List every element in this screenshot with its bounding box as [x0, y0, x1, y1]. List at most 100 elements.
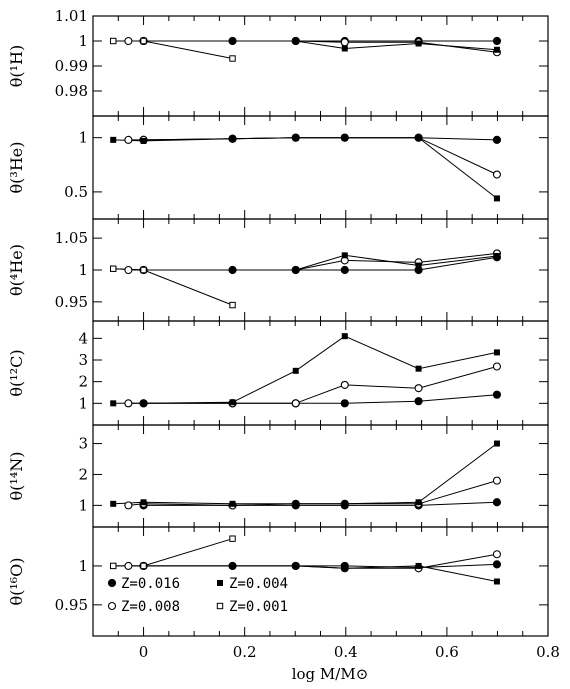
data-point — [140, 562, 147, 570]
x-tick-label: 0.8 — [536, 643, 560, 661]
legend-item: Z=0.001 — [216, 599, 288, 615]
y-axis-label: θ(³He) — [7, 142, 26, 194]
x-tick-label: 0.4 — [334, 643, 358, 661]
panel-6: 0.95 1 θ(¹⁶O) — [7, 526, 549, 637]
data-point — [228, 265, 237, 275]
data-point — [493, 440, 500, 447]
y-tick-label: 1 — [78, 557, 88, 575]
data-point — [493, 46, 500, 53]
data-point — [229, 55, 236, 62]
data-point — [140, 37, 147, 45]
data-point — [124, 36, 133, 46]
y-tick-label: 0.5 — [64, 183, 88, 201]
y-axis-label: θ(¹⁶O) — [7, 557, 26, 605]
data-point — [493, 578, 500, 585]
y-tick-label: 0.99 — [55, 57, 88, 75]
y-tick-label: 0.98 — [55, 82, 88, 100]
data-point — [229, 301, 236, 309]
data-point — [493, 252, 500, 259]
legend-marker — [217, 580, 223, 586]
legend-label: Z=0.008 — [121, 599, 180, 615]
data-point — [414, 384, 423, 393]
panels: 0.98 0.99 1 1.01 θ(¹H) 0.5 1 θ(³He) 0.95 1 1.05 θ(⁴… — [7, 7, 549, 637]
data-point — [340, 399, 349, 408]
data-point — [492, 550, 501, 559]
data-point — [492, 170, 501, 179]
panel-5: 1 2 3 θ(¹⁴N) — [7, 424, 549, 528]
data-point — [292, 367, 299, 374]
panel-frame — [92, 424, 549, 528]
series-line — [113, 443, 498, 505]
data-point — [340, 380, 349, 389]
x-tick-label: 0 — [139, 643, 149, 661]
series-line — [143, 394, 497, 404]
data-point — [292, 562, 299, 569]
x-axis: log M/M⊙ 0 0.2 0.4 0.6 0.8 — [139, 643, 560, 683]
data-point — [228, 561, 237, 571]
data-point — [340, 265, 349, 275]
y-tick-label: 1 — [78, 496, 88, 514]
data-point — [341, 565, 348, 572]
y-tick-label: 3 — [78, 351, 88, 369]
panel-frame — [92, 15, 549, 117]
series-line — [113, 268, 233, 306]
data-point — [124, 561, 133, 570]
data-point — [140, 266, 147, 274]
legend-marker — [107, 578, 117, 588]
data-point — [140, 137, 147, 144]
y-axis-label: θ(¹²C) — [7, 349, 26, 396]
panel-4: 1 2 3 4 θ(¹²C) — [7, 320, 549, 426]
data-point — [493, 349, 500, 356]
data-point — [292, 134, 299, 141]
data-point — [415, 134, 422, 141]
data-point — [415, 40, 422, 47]
data-point — [492, 498, 502, 507]
legend-marker — [216, 602, 224, 610]
data-point — [229, 135, 236, 142]
legend-item: Z=0.004 — [217, 576, 288, 592]
y-tick-label: 0.95 — [55, 293, 88, 311]
y-axis-label: θ(¹H) — [7, 45, 26, 87]
data-point — [124, 501, 133, 510]
panel-3: 0.95 1 1.05 θ(⁴He) — [7, 218, 549, 322]
panel-2: 0.5 1 θ(³He) — [7, 115, 549, 220]
panel-frame — [92, 115, 549, 220]
panel-1: 0.98 0.99 1 1.01 θ(¹H) — [7, 7, 549, 117]
legend-item: Z=0.016 — [107, 576, 180, 592]
data-point — [341, 333, 348, 340]
data-point — [415, 562, 422, 569]
data-point — [292, 500, 299, 507]
legend: Z=0.016 Z=0.004 Z=0.008 Z=0.001 — [107, 576, 288, 615]
y-tick-label: 1.05 — [55, 229, 88, 247]
data-point — [415, 499, 422, 506]
y-tick-label: 2 — [78, 465, 88, 483]
series-line — [128, 252, 497, 271]
y-tick-label: 1 — [78, 261, 88, 279]
data-point — [110, 400, 117, 407]
data-point — [340, 38, 349, 47]
y-tick-label: 1 — [78, 129, 88, 147]
data-point — [493, 195, 500, 202]
series-line — [128, 40, 497, 53]
data-point — [492, 135, 502, 144]
series-line — [113, 137, 498, 199]
data-point — [229, 500, 236, 507]
x-tick-label: 0.6 — [435, 643, 459, 661]
series-line — [128, 480, 498, 506]
y-tick-label: 0.95 — [55, 596, 88, 614]
data-point — [341, 500, 348, 507]
data-point — [110, 265, 117, 272]
legend-label: Z=0.016 — [121, 576, 180, 592]
data-point — [110, 37, 117, 45]
data-point — [229, 535, 236, 542]
data-point — [140, 499, 147, 506]
data-point — [291, 399, 300, 408]
data-point — [492, 476, 501, 485]
legend-marker — [107, 601, 117, 611]
y-tick-label: 1.01 — [55, 7, 88, 25]
series-line — [113, 335, 498, 404]
data-point — [124, 265, 133, 275]
y-tick-label: 1 — [78, 394, 88, 412]
data-point — [492, 36, 502, 46]
